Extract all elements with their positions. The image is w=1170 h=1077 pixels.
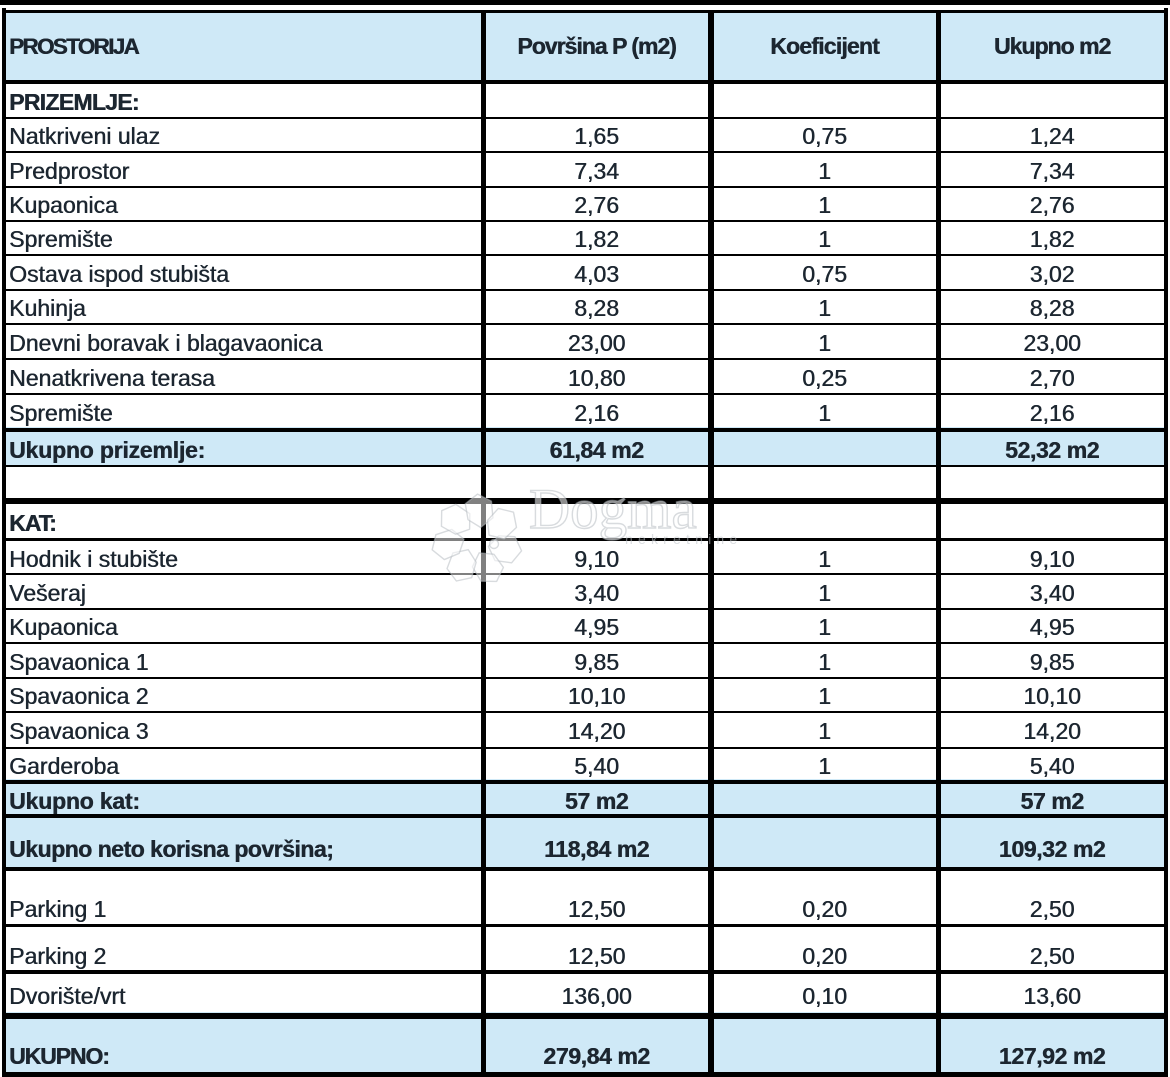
svg-text:Dogma: Dogma [529, 478, 697, 541]
svg-text:nekretnine: nekretnine [625, 531, 742, 547]
